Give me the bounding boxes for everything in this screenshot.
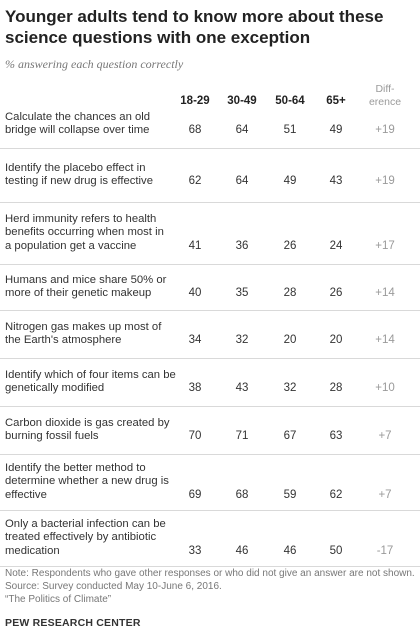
brand-logo-text: PEW RESEARCH CENTER <box>5 617 141 629</box>
row-label: Herd immunity refers to health benefits o… <box>5 213 177 253</box>
row-label-line: Carbon dioxide is gas created by <box>5 416 170 429</box>
value-cell: 69 <box>188 489 202 502</box>
row-label-line: benefits occurring when most in <box>5 226 164 239</box>
difference-cell: +14 <box>375 287 395 300</box>
chart-subtitle: % answering each question correctly <box>5 57 184 71</box>
value-cell: 38 <box>188 382 202 395</box>
column-header-50-64: 50-64 <box>275 95 305 107</box>
row-label: Nitrogen gas makes up most of the Earth's… <box>5 321 177 348</box>
value-cell: 20 <box>329 334 343 347</box>
row-divider <box>0 358 420 359</box>
value-cell: 36 <box>235 240 249 253</box>
value-cell: 71 <box>235 430 249 443</box>
row-label-line: Nitrogen gas makes up most of <box>5 320 162 333</box>
row-label-line: the Earth's atmosphere <box>5 334 122 346</box>
difference-cell: +10 <box>375 382 395 395</box>
value-cell: 40 <box>188 287 202 300</box>
diff-header-line: erence <box>368 96 402 108</box>
report-title-text: “The Politics of Climate” <box>5 594 112 605</box>
row-label: Carbon dioxide is gas created by burning … <box>5 417 177 444</box>
difference-cell: +19 <box>375 175 395 188</box>
difference-cell: +7 <box>378 430 392 443</box>
column-header-18-29: 18-29 <box>180 95 210 107</box>
row-label-line: Identify which of four items can be <box>5 368 176 381</box>
value-cell: 43 <box>235 382 249 395</box>
value-cell: 62 <box>188 175 202 188</box>
value-cell: 59 <box>283 489 297 502</box>
row-label-line: a population get a vaccine <box>5 239 137 252</box>
row-divider <box>0 510 420 511</box>
difference-cell: +19 <box>375 124 395 137</box>
row-label-line: Identify the placebo effect in <box>5 161 146 174</box>
value-cell: 49 <box>329 124 343 137</box>
value-cell: 28 <box>283 287 297 300</box>
row-divider <box>0 202 420 203</box>
value-cell: 33 <box>188 545 202 558</box>
value-cell: 51 <box>283 124 297 137</box>
value-cell: 70 <box>188 430 202 443</box>
difference-cell: +14 <box>375 334 395 347</box>
row-label-line: medication <box>5 544 60 557</box>
value-cell: 20 <box>283 334 297 347</box>
value-cell: 24 <box>329 240 343 253</box>
value-cell: 68 <box>188 124 202 137</box>
row-label-line: Herd immunity refers to health <box>5 212 157 225</box>
value-cell: 41 <box>188 240 202 253</box>
value-cell: 50 <box>329 545 343 558</box>
value-cell: 64 <box>235 175 249 188</box>
row-divider <box>0 310 420 311</box>
value-cell: 68 <box>235 489 249 502</box>
row-label-line: bridge will collapse over time <box>5 124 150 136</box>
value-cell: 46 <box>283 545 297 558</box>
row-label-line: Humans and mice share 50% or <box>5 273 167 286</box>
row-label-line: genetically modified <box>5 382 105 394</box>
row-divider <box>0 566 420 567</box>
row-label-line: testing if new drug is effective <box>5 175 153 187</box>
row-divider <box>0 406 420 407</box>
row-label-line: treated effectively by antibiotic <box>5 531 157 544</box>
note-text: Note: Respondents who gave other respons… <box>5 568 415 579</box>
chart-title: Younger adults tend to know more about t… <box>5 7 384 47</box>
difference-cell: +17 <box>375 240 395 253</box>
value-cell: 62 <box>329 489 343 502</box>
value-cell: 64 <box>235 124 249 137</box>
difference-cell: +7 <box>378 489 392 502</box>
row-divider <box>0 264 420 265</box>
source-text: Source: Survey conducted May 10-June 6, … <box>5 581 222 592</box>
value-cell: 49 <box>283 175 297 188</box>
column-header-30-49: 30-49 <box>227 95 257 107</box>
row-divider <box>0 148 420 149</box>
value-cell: 34 <box>188 334 202 347</box>
value-cell: 43 <box>329 175 343 188</box>
row-label-line: more of their genetic makeup <box>5 287 152 299</box>
value-cell: 32 <box>283 382 297 395</box>
difference-cell: -17 <box>376 545 394 558</box>
row-label-line: Only a bacterial infection can be <box>5 517 166 530</box>
row-label-line: effective <box>5 488 47 501</box>
row-label: Calculate the chances an old bridge will … <box>5 111 177 138</box>
row-label-line: determine whether a new drug is <box>5 475 169 488</box>
diff-header-line: Diff- <box>375 83 395 95</box>
row-label-line: Identify the better method to <box>5 461 146 474</box>
row-label-line: burning fossil fuels <box>5 430 99 442</box>
value-cell: 26 <box>329 287 343 300</box>
value-cell: 63 <box>329 430 343 443</box>
column-header-difference: Diff- erence <box>360 83 410 109</box>
value-cell: 67 <box>283 430 297 443</box>
column-header-65plus: 65+ <box>326 95 346 107</box>
value-cell: 46 <box>235 545 249 558</box>
row-divider <box>0 454 420 455</box>
row-label-line: Calculate the chances an old <box>5 110 151 123</box>
row-label: Identify the better method to determine w… <box>5 462 177 502</box>
row-label: Humans and mice share 50% or more of thei… <box>5 274 177 301</box>
value-cell: 35 <box>235 287 249 300</box>
value-cell: 28 <box>329 382 343 395</box>
row-label: Identify the placebo effect in testing if… <box>5 162 177 189</box>
row-label: Identify which of four items can be genet… <box>5 369 177 396</box>
value-cell: 32 <box>235 334 249 347</box>
notes: Note: Respondents who gave other respons… <box>5 567 415 606</box>
row-label: Only a bacterial infection can be treated… <box>5 518 177 558</box>
value-cell: 26 <box>283 240 297 253</box>
